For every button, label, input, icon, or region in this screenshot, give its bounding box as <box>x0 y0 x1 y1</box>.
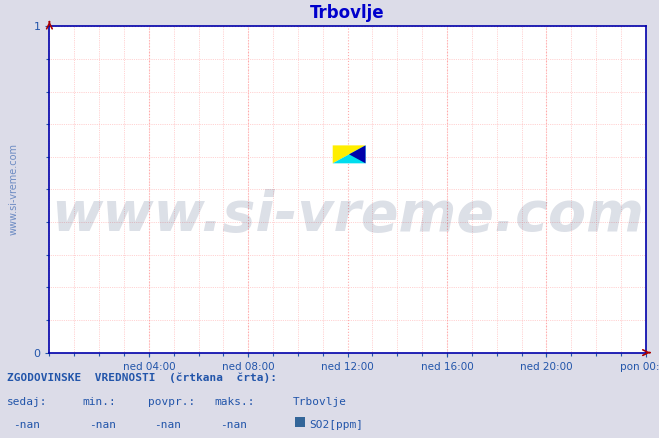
Text: maks.:: maks.: <box>214 397 254 407</box>
Text: sedaj:: sedaj: <box>7 397 47 407</box>
Text: -nan: -nan <box>13 420 40 430</box>
Text: SO2[ppm]: SO2[ppm] <box>309 420 363 430</box>
Text: min.:: min.: <box>82 397 116 407</box>
Polygon shape <box>349 145 366 163</box>
Text: -nan: -nan <box>221 420 247 430</box>
Text: ZGODOVINSKE  VREDNOSTI  (črtkana  črta):: ZGODOVINSKE VREDNOSTI (črtkana črta): <box>7 373 277 383</box>
Polygon shape <box>333 145 366 163</box>
Text: -nan: -nan <box>155 420 181 430</box>
Text: www.si-vreme.com: www.si-vreme.com <box>51 188 644 243</box>
Text: povpr.:: povpr.: <box>148 397 196 407</box>
Polygon shape <box>333 145 366 163</box>
Text: www.si-vreme.com: www.si-vreme.com <box>9 143 18 236</box>
Text: -nan: -nan <box>89 420 115 430</box>
Title: Trbovlje: Trbovlje <box>310 4 385 22</box>
Text: Trbovlje: Trbovlje <box>293 397 347 407</box>
